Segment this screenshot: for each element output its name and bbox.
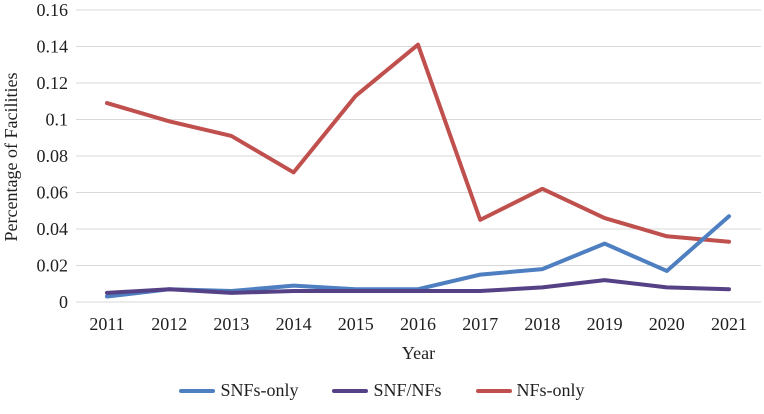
y-tick-label: 0.08 [37,146,69,166]
x-tick-label: 2011 [89,314,124,334]
x-tick-label: 2019 [587,314,623,334]
y-tick-label: 0.06 [37,183,69,203]
y-tick-label: 0.02 [37,256,69,276]
x-tick-label: 2017 [462,314,498,334]
y-tick-label: 0.12 [37,73,69,93]
x-tick-label: 2014 [276,314,312,334]
legend-item-nfs-only: NFs-only [475,380,585,401]
x-tick-label: 2020 [649,314,685,334]
x-tick-label: 2018 [524,314,560,334]
x-tick-label: 2016 [400,314,436,334]
snfs-only-line-swatch-icon [179,388,216,393]
legend-label: SNFs-only [220,380,299,400]
series-line-nfs-only [105,42,731,244]
legend-item-snf-nfs: SNF/NFs [332,380,442,401]
y-tick-label: 0.14 [37,37,69,57]
x-tick-label: 2015 [338,314,374,334]
y-tick-label: 0 [59,292,68,312]
x-tick-label: 2013 [213,314,249,334]
y-tick-label: 0.1 [46,110,69,130]
snf-nfs-line-swatch-icon [332,388,369,393]
y-tick-label: 0.04 [37,219,69,239]
x-tick-label: 2021 [711,314,747,334]
chart-legend: SNFs-only SNF/NFs NFs-only [0,380,764,401]
plot-area: 0 0.02 0.04 0.06 0.08 0.1 0.12 0.14 0.16 2011 2012… [37,0,761,334]
x-axis-title: Year [401,343,436,363]
y-axis-title: Percentage of Facilities [1,72,21,242]
x-tick-label: 2012 [151,314,187,334]
series-line-snf-nfs [105,278,731,295]
y-tick-label: 0.16 [37,0,69,20]
legend-label: SNF/NFs [373,380,442,400]
legend-item-snfs-only: SNFs-only [179,380,298,401]
nfs-only-line-swatch-icon [475,388,512,393]
legend-label: NFs-only [516,380,585,400]
